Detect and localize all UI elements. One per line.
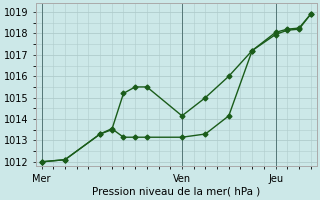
X-axis label: Pression niveau de la mer( hPa ): Pression niveau de la mer( hPa ) (92, 187, 260, 197)
